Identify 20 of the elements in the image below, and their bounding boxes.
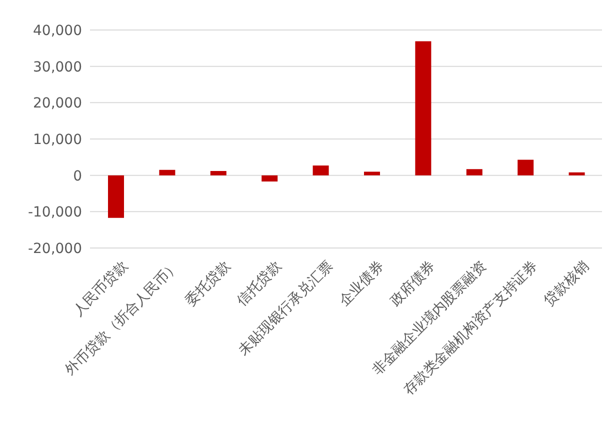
bar (364, 172, 380, 176)
x-tick-label: 贷款核销 (541, 258, 592, 310)
bar (466, 169, 482, 176)
bar (518, 160, 534, 176)
bar (108, 175, 124, 218)
y-tick-label: -10,000 (28, 204, 82, 221)
y-tick-label: 20,000 (33, 96, 82, 112)
bar (312, 166, 329, 176)
bar (262, 175, 278, 182)
x-tick-label: 委托贷款 (182, 258, 234, 310)
y-tick-label: 10,000 (33, 132, 82, 148)
y-tick-label: 40,000 (33, 22, 82, 39)
y-tick-label: 30,000 (33, 59, 82, 76)
x-tick-label: 企业债券 (336, 258, 388, 310)
bar (415, 41, 432, 176)
bar (568, 172, 585, 176)
y-tick-label: 0 (73, 168, 82, 184)
bar (210, 170, 226, 176)
bar (159, 170, 176, 176)
y-tick-label: -20,000 (28, 240, 82, 257)
